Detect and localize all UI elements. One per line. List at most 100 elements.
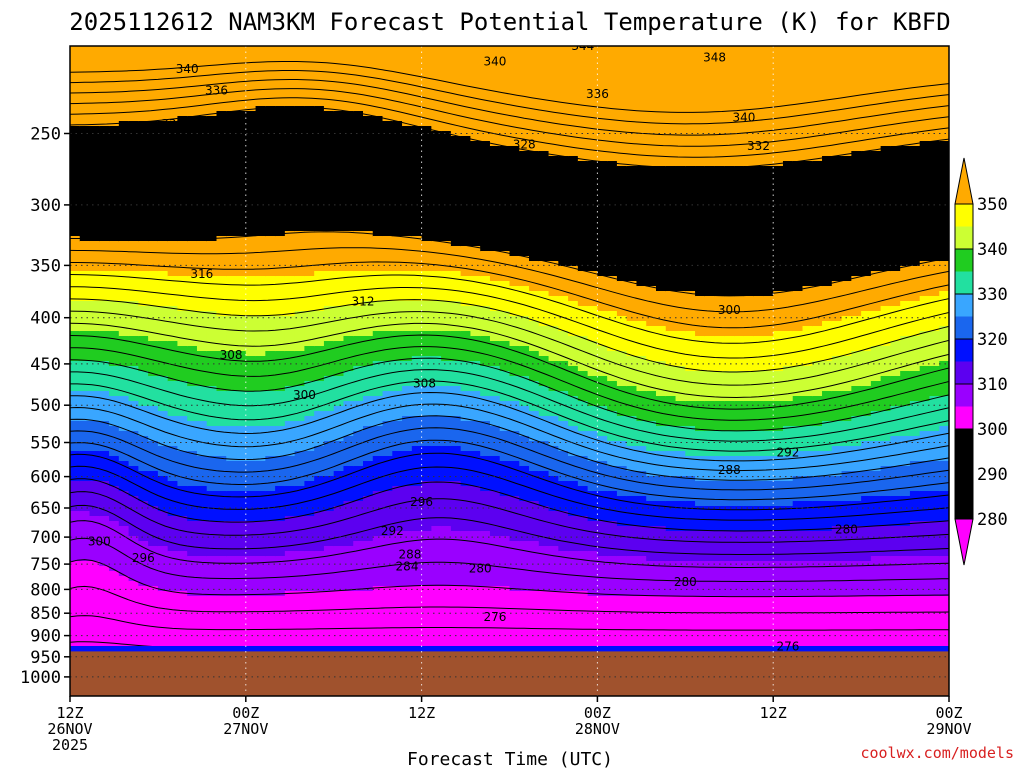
field-cell (323, 311, 335, 317)
field-cell (118, 541, 130, 547)
field-cell (70, 591, 81, 597)
field-cell (177, 371, 188, 377)
field-cell (128, 376, 139, 382)
field-cell (382, 81, 393, 87)
field-cell (70, 86, 81, 92)
field-cell (138, 641, 149, 646)
field-cell (138, 521, 149, 527)
field-cell (236, 381, 247, 387)
field-cell (177, 551, 188, 557)
field-cell (196, 366, 208, 372)
field-cell (109, 521, 120, 527)
field-cell (89, 161, 100, 167)
field-cell (363, 116, 374, 122)
field-cell (236, 271, 247, 277)
field-cell (70, 196, 81, 202)
field-cell (70, 361, 81, 367)
field-cell (196, 276, 208, 282)
field-cell (421, 81, 432, 87)
field-cell (206, 551, 218, 557)
field-cell (226, 376, 237, 382)
field-cell (177, 106, 188, 112)
field-cell (284, 221, 296, 227)
field-cell (148, 46, 159, 52)
field-cell (333, 391, 345, 397)
field-cell (421, 216, 432, 222)
field-cell (138, 246, 149, 252)
field-cell (138, 156, 149, 162)
field-cell (128, 66, 139, 72)
field-cell (314, 271, 325, 277)
field-cell (294, 456, 305, 462)
field-cell (392, 556, 403, 562)
field-cell (138, 496, 149, 502)
field-cell (402, 621, 413, 627)
field-cell (167, 571, 179, 577)
field-cell (343, 331, 354, 337)
field-cell (353, 296, 364, 302)
field-cell (236, 296, 247, 302)
field-cell (138, 331, 149, 337)
field-cell (402, 271, 413, 277)
field-cell (99, 296, 110, 302)
field-cell (304, 61, 315, 67)
field-cell (314, 386, 325, 392)
field-cell (128, 321, 139, 327)
field-cell (265, 551, 276, 557)
field-cell (353, 556, 364, 562)
field-cell (138, 356, 149, 362)
field-cell (138, 116, 149, 122)
field-cell (79, 541, 91, 547)
field-cell (89, 621, 100, 627)
field-cell (70, 641, 81, 646)
field-cell (294, 526, 305, 532)
field-cell (323, 316, 335, 322)
field-cell (304, 506, 315, 512)
field-cell (148, 396, 159, 402)
field-cell (99, 256, 110, 262)
field-cell (284, 556, 296, 562)
field-cell (245, 416, 257, 422)
field-cell (372, 91, 384, 97)
field-cell (343, 256, 354, 262)
field-cell (255, 226, 266, 232)
field-cell (333, 116, 345, 122)
field-cell (79, 636, 91, 642)
field-cell (70, 456, 81, 462)
field-cell (196, 136, 208, 142)
field-cell (265, 331, 276, 337)
field-cell (128, 126, 139, 132)
field-cell (216, 406, 227, 412)
field-cell (236, 586, 247, 592)
field-cell (99, 491, 110, 497)
field-cell (187, 186, 198, 192)
field-cell (109, 626, 120, 632)
field-cell (206, 116, 218, 122)
field-cell (284, 636, 296, 642)
field-cell (206, 261, 218, 267)
field-cell (294, 431, 305, 437)
field-cell (99, 556, 110, 562)
field-cell (421, 196, 432, 202)
field-cell (118, 611, 130, 617)
field-cell (216, 131, 227, 137)
field-cell (411, 591, 423, 597)
field-cell (187, 46, 198, 52)
field-cell (226, 446, 237, 452)
field-cell (411, 436, 423, 442)
field-cell (148, 101, 159, 107)
field-cell (79, 411, 91, 417)
field-cell (187, 256, 198, 262)
field-cell (167, 481, 179, 487)
field-cell (138, 431, 149, 437)
field-cell (79, 196, 91, 202)
field-cell (284, 446, 296, 452)
field-cell (275, 541, 286, 547)
field-cell (236, 81, 247, 87)
field-cell (294, 471, 305, 477)
field-cell (255, 56, 266, 62)
field-cell (118, 396, 130, 402)
field-cell (353, 361, 364, 367)
field-cell (167, 466, 179, 472)
field-cell (138, 426, 149, 432)
